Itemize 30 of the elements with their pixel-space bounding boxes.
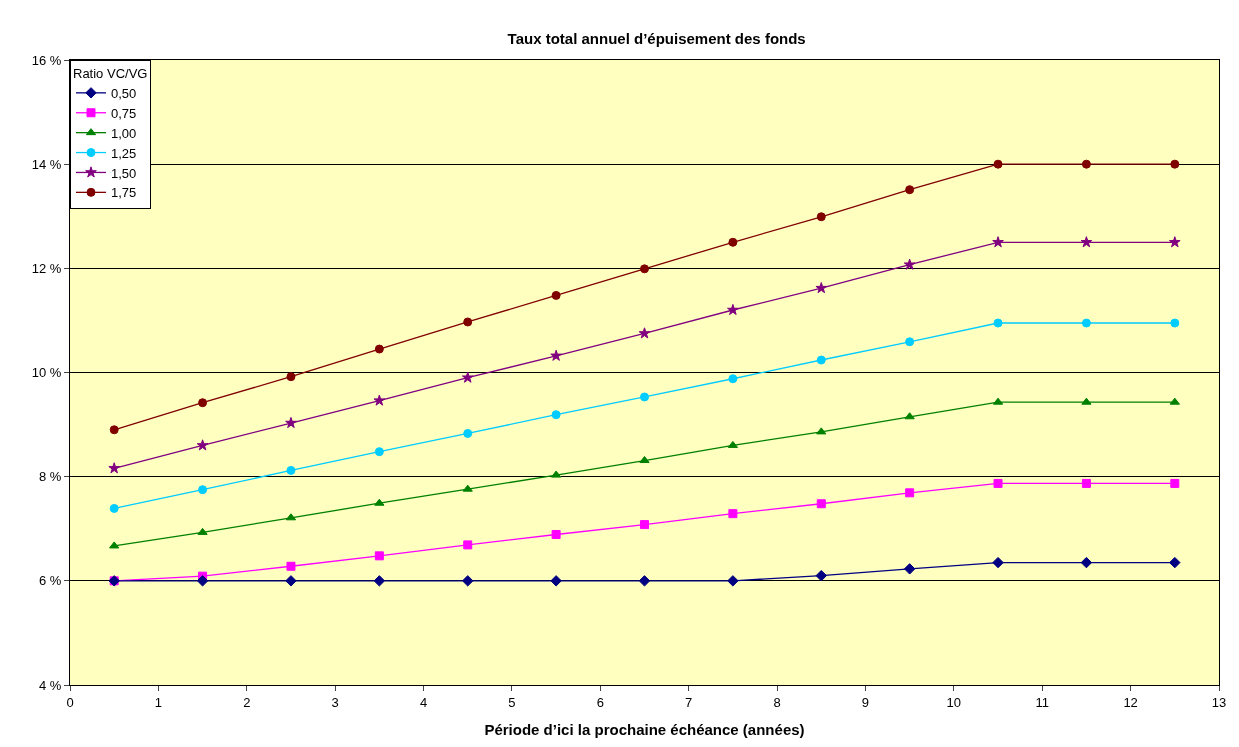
y-tick-label: 12 %	[31, 260, 62, 276]
x-tick-label: 11	[1035, 694, 1049, 710]
legend-label: 1,75	[111, 185, 137, 201]
x-tick-label: 1	[154, 694, 162, 710]
x-tick-label: 3	[331, 694, 339, 710]
x-tick-label: 12	[1123, 694, 1138, 710]
x-tick-label: 5	[508, 694, 516, 710]
x-tick-label: 2	[243, 694, 251, 710]
y-tick-label: 6 %	[38, 573, 62, 589]
x-tick-label: 6	[596, 694, 604, 710]
legend-label: 1,00	[111, 125, 137, 141]
y-tick-label: 10 %	[31, 365, 62, 381]
x-tick-label: 0	[66, 694, 74, 710]
x-axis-title: Période d’ici la prochaine échéance (années)	[484, 720, 805, 738]
chart-title: Taux total annuel d’épuisement des fonds	[507, 30, 806, 48]
x-tick-label: 9	[861, 694, 870, 710]
legend-label: 1,50	[111, 165, 137, 181]
y-tick-label: 16 %	[31, 52, 62, 68]
x-tick-label: 7	[685, 694, 693, 710]
x-tick-label: 4	[419, 694, 428, 710]
legend-title: Ratio VC/VG	[73, 65, 148, 81]
y-tick-label: 4 %	[38, 677, 62, 693]
y-tick-label: 14 %	[31, 156, 62, 172]
y-tick-label: 8 %	[38, 469, 62, 485]
legend-label: 0,50	[111, 85, 137, 101]
x-tick-label: 13	[1211, 694, 1227, 710]
legend-label: 0,75	[111, 105, 137, 121]
legend-label: 1,25	[111, 145, 137, 161]
x-tick-label: 10	[946, 694, 962, 710]
x-tick-label: 8	[773, 694, 781, 710]
